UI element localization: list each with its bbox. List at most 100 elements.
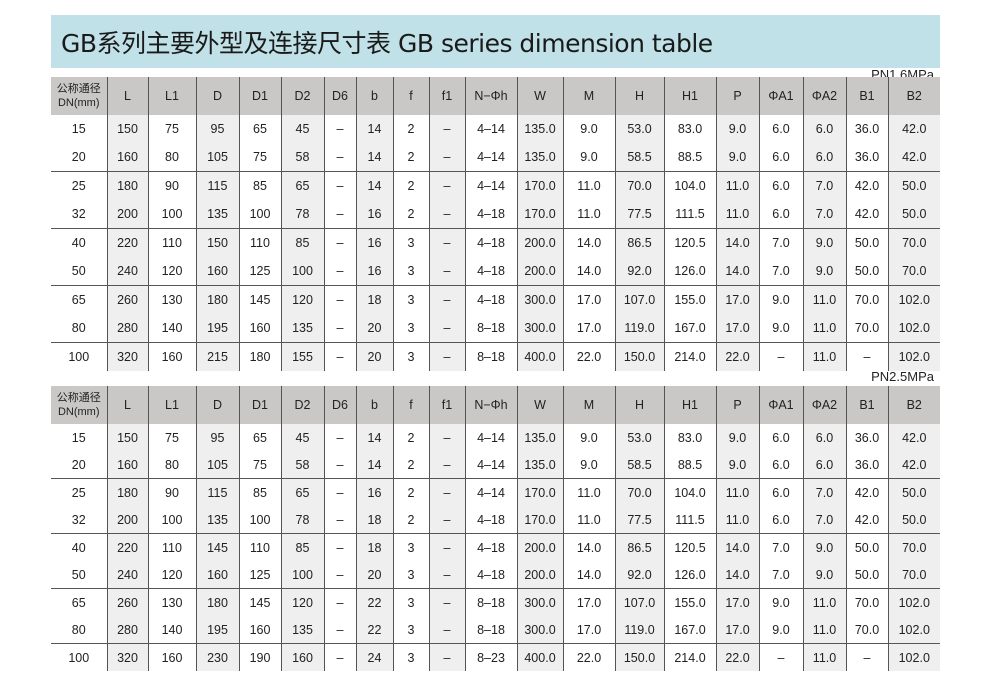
table-cell: 17.0 — [562, 285, 615, 314]
table-cell: – — [323, 533, 356, 561]
column-header: b — [355, 386, 393, 424]
table-cell: – — [428, 200, 465, 229]
table-cell: 119.0 — [614, 314, 664, 343]
table-cell: 2 — [392, 143, 429, 172]
table-cell: 135.0 — [516, 424, 563, 451]
table-cell: – — [323, 171, 356, 200]
table-cell: 14.0 — [562, 561, 615, 589]
table-cell: 58 — [280, 451, 324, 479]
table-cell: 90 — [147, 171, 196, 200]
table-cell: 180 — [195, 285, 239, 314]
table-cell: 240 — [106, 561, 148, 589]
table-row: 32 200 100 135 100 78–16 2–4–18 170.0 11.0 77.5 11… — [51, 200, 940, 229]
table-cell: 167.0 — [663, 314, 716, 343]
table-cell: 3 — [392, 643, 429, 671]
table-cell: 9.0 — [562, 451, 615, 479]
table-cell: 135 — [280, 616, 324, 644]
table-cell: 320 — [106, 342, 148, 371]
table-row: 40 220 110 145 110 85–18 3–4–18 200.0 14.0 86.5 12… — [51, 533, 940, 561]
table-cell: 25 — [51, 478, 107, 506]
table-cell: 70.0 — [845, 616, 888, 644]
table-cell: – — [323, 257, 356, 286]
table-cell: 92.0 — [614, 257, 664, 286]
table-row: 100 320 160 230 190 160–24 3–8–23 400.0 22.0 150.… — [51, 643, 940, 671]
column-header: D1 — [238, 386, 281, 424]
table-cell: 167.0 — [663, 616, 716, 644]
table-cell: 400.0 — [516, 643, 563, 671]
column-header: W — [516, 77, 563, 115]
table-cell: 195 — [195, 616, 239, 644]
table-row: 50 240 120 160 125 100–20 3–4–18 200.0 14.0 92.0 1… — [51, 561, 940, 589]
table-cell: – — [845, 342, 888, 371]
table-cell: 65 — [51, 285, 107, 314]
table-cell: 4–14 — [464, 115, 517, 143]
table-cell: 32 — [71, 207, 86, 221]
table-cell: 2 — [392, 506, 429, 534]
table-cell: 100 — [238, 506, 281, 534]
table-cell: 18 — [355, 506, 393, 534]
table-cell: 17.0 — [715, 285, 759, 314]
table-cell: 105 — [195, 143, 239, 172]
table-cell: 280 — [106, 314, 148, 343]
table-cell: 11.0 — [562, 478, 615, 506]
table-row: 50 240 120 160 125 100–16 3–4–18 200.0 14.0 92.0 1… — [51, 257, 940, 286]
table-cell: 85 — [280, 228, 324, 257]
column-header: H1 — [663, 77, 716, 115]
column-header: H — [614, 386, 664, 424]
table-cell: 155 — [280, 342, 324, 371]
table-cell: 110 — [238, 533, 281, 561]
table-cell: 200.0 — [516, 533, 563, 561]
table-cell: 7.0 — [758, 561, 803, 589]
table-cell: 3 — [392, 561, 429, 589]
table-cell: 14 — [355, 143, 393, 172]
table-cell: 160 — [238, 314, 281, 343]
table-cell: – — [323, 588, 356, 616]
table-cell: 7.0 — [802, 200, 846, 229]
table-cell: – — [428, 424, 465, 451]
table-cell: – — [323, 285, 356, 314]
table-cell: 42.0 — [845, 478, 888, 506]
column-header: f1 — [428, 386, 465, 424]
column-header: L1 — [147, 77, 196, 115]
table-row: 20 160 80 105 75 58–14 2–4–14 135.0 9.0 58.5 88.5 9… — [51, 451, 940, 479]
table-cell: – — [428, 143, 465, 172]
table-cell: 50.0 — [887, 506, 940, 534]
column-header: L — [106, 386, 148, 424]
table-cell: 14 — [355, 171, 393, 200]
table-cell: 120 — [147, 561, 196, 589]
column-header: D6 — [323, 77, 356, 115]
table-cell: – — [428, 588, 465, 616]
table-cell: 95 — [195, 424, 239, 451]
table-cell: – — [323, 478, 356, 506]
table-cell: – — [323, 342, 356, 371]
table-cell: 145 — [238, 285, 281, 314]
table-cell: 160 — [106, 143, 148, 172]
column-header: L — [106, 77, 148, 115]
table-cell: 70.0 — [614, 478, 664, 506]
title-bar: GB系列主要外型及连接尺寸表 GB series dimension table… — [51, 15, 940, 82]
table-cell: 6.0 — [758, 506, 803, 534]
table-cell: 220 — [106, 228, 148, 257]
table-cell: 130 — [147, 588, 196, 616]
table-cell: 135 — [195, 506, 239, 534]
table-cell: 14 — [355, 115, 393, 143]
table-cell: 65 — [238, 424, 281, 451]
table-cell: 6.0 — [802, 115, 846, 143]
table-cell: 104.0 — [663, 478, 716, 506]
table-cell: 119.0 — [614, 616, 664, 644]
table-cell: 240 — [106, 257, 148, 286]
table-cell: 14.0 — [715, 257, 759, 286]
page-title: GB系列主要外型及连接尺寸表 GB series dimension table — [61, 29, 713, 58]
table-cell: 45 — [280, 115, 324, 143]
table-cell: 75 — [147, 424, 196, 451]
table-cell: 17.0 — [562, 588, 615, 616]
table-cell: 300.0 — [516, 588, 563, 616]
table-cell: 160 — [195, 257, 239, 286]
table-cell: 83.0 — [663, 424, 716, 451]
table-cell: – — [323, 643, 356, 671]
table-cell: 170.0 — [516, 200, 563, 229]
table-cell: 65 — [280, 478, 324, 506]
table-cell: – — [428, 342, 465, 371]
table-cell: 7.0 — [758, 257, 803, 286]
table-cell: 6.0 — [758, 451, 803, 479]
